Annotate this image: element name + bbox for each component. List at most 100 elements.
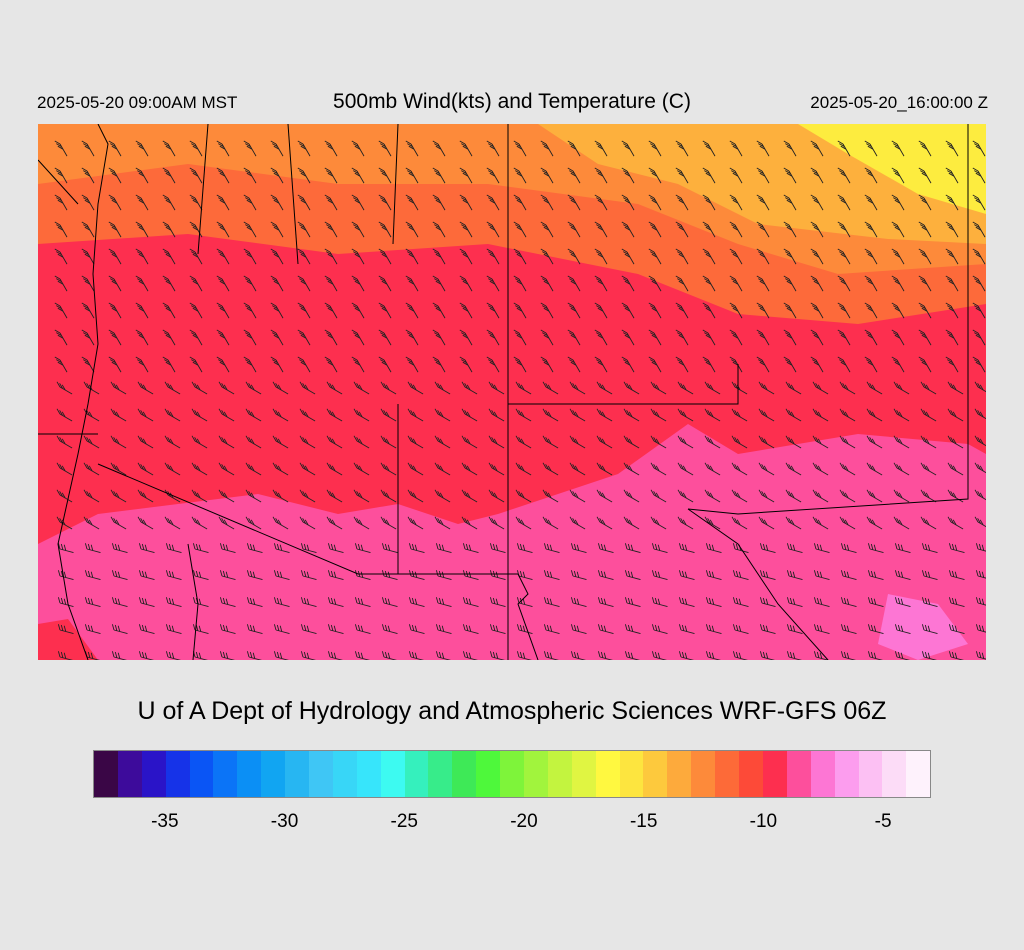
wind-barb bbox=[408, 570, 425, 581]
wind-barb bbox=[351, 167, 365, 184]
wind-barb bbox=[57, 624, 74, 635]
wind-barb bbox=[894, 624, 911, 635]
wind-barb bbox=[84, 597, 101, 608]
wind-barb bbox=[945, 248, 959, 265]
wind-barb bbox=[623, 489, 640, 503]
wind-barb bbox=[435, 597, 452, 608]
wind-barb bbox=[864, 275, 878, 292]
state-border-line bbox=[687, 508, 829, 660]
wind-barb bbox=[246, 651, 262, 660]
wind-barb bbox=[138, 570, 155, 581]
wind-barb bbox=[731, 381, 748, 395]
state-border-line bbox=[392, 124, 399, 245]
wind-barb bbox=[569, 462, 586, 476]
wind-barb bbox=[677, 435, 694, 449]
wind-barb bbox=[540, 167, 554, 184]
wind-barb bbox=[786, 543, 803, 554]
wind-barb bbox=[513, 167, 527, 184]
wind-barb bbox=[219, 651, 235, 660]
wind-barb bbox=[972, 194, 986, 211]
wind-barb bbox=[434, 381, 451, 395]
wind-barb bbox=[975, 543, 986, 552]
wind-barb bbox=[489, 624, 506, 635]
wind-barb bbox=[83, 408, 100, 422]
wind-barb bbox=[810, 302, 824, 319]
wind-barb bbox=[405, 167, 419, 184]
wind-barb bbox=[866, 408, 883, 422]
colorbar-cell bbox=[213, 751, 238, 797]
wind-barb bbox=[948, 543, 965, 554]
colorbar-tick-label: -35 bbox=[151, 811, 179, 832]
wind-barb bbox=[489, 570, 506, 581]
wind-barb bbox=[594, 329, 608, 346]
state-border-line bbox=[287, 124, 299, 265]
wind-barb bbox=[243, 140, 257, 157]
wind-barb bbox=[621, 275, 635, 292]
wind-barb bbox=[866, 516, 883, 530]
wind-barb bbox=[542, 435, 559, 449]
wind-barb bbox=[758, 489, 775, 503]
wind-barb bbox=[407, 381, 424, 395]
wind-barb bbox=[675, 302, 689, 319]
wind-barb bbox=[945, 167, 959, 184]
colorbar-cell bbox=[786, 751, 811, 797]
wind-barb bbox=[270, 356, 284, 373]
wind-barb bbox=[810, 194, 824, 211]
wind-barb bbox=[324, 302, 338, 319]
wind-barb bbox=[864, 302, 878, 319]
wind-barb bbox=[216, 167, 230, 184]
wind-barb bbox=[216, 221, 230, 238]
wind-barb bbox=[974, 516, 986, 528]
wind-barb bbox=[297, 329, 311, 346]
wind-barb bbox=[785, 489, 802, 503]
wind-barb bbox=[837, 329, 851, 346]
wind-barb bbox=[513, 221, 527, 238]
wind-barb bbox=[623, 435, 640, 449]
wind-barb bbox=[677, 516, 694, 530]
colorbar-cell bbox=[404, 751, 429, 797]
wind-barb bbox=[759, 543, 776, 554]
state-border-line bbox=[38, 159, 79, 205]
wind-barb bbox=[272, 381, 289, 395]
wind-barb bbox=[813, 543, 830, 554]
wind-barb bbox=[597, 651, 613, 660]
wind-barb bbox=[513, 329, 527, 346]
wind-barb bbox=[570, 651, 586, 660]
wind-barb bbox=[165, 597, 182, 608]
wind-barb bbox=[135, 275, 149, 292]
wind-barb bbox=[867, 543, 884, 554]
wind-barb bbox=[272, 516, 289, 530]
wind-barb bbox=[378, 302, 392, 319]
wind-barb bbox=[83, 516, 100, 530]
wind-barb bbox=[462, 597, 479, 608]
state-border-line bbox=[57, 124, 109, 660]
wind-barb bbox=[378, 221, 392, 238]
wind-barb bbox=[218, 516, 235, 530]
wind-barb bbox=[840, 570, 857, 581]
wind-barb bbox=[486, 248, 500, 265]
wind-barb bbox=[434, 408, 451, 422]
wind-barb bbox=[327, 624, 344, 635]
wind-barb bbox=[351, 275, 365, 292]
wind-barb bbox=[245, 435, 262, 449]
wind-barb bbox=[569, 489, 586, 503]
wind-barb bbox=[783, 329, 797, 346]
wind-barb bbox=[729, 302, 743, 319]
state-border-line bbox=[187, 543, 199, 660]
wind-barb bbox=[380, 381, 397, 395]
wind-barb bbox=[408, 651, 424, 660]
wind-barb bbox=[732, 543, 749, 554]
wind-barb bbox=[326, 516, 343, 530]
wind-barb bbox=[300, 570, 317, 581]
wind-barb bbox=[353, 435, 370, 449]
wind-barb bbox=[434, 435, 451, 449]
wind-barb bbox=[246, 597, 263, 608]
colorbar-cell bbox=[595, 751, 620, 797]
temp-band-very-cold bbox=[798, 124, 986, 214]
wind-barb bbox=[81, 248, 95, 265]
wind-barb bbox=[189, 329, 203, 346]
wind-barb bbox=[273, 570, 290, 581]
wind-barb bbox=[515, 462, 532, 476]
wind-barb bbox=[54, 302, 68, 319]
wind-barb bbox=[702, 194, 716, 211]
